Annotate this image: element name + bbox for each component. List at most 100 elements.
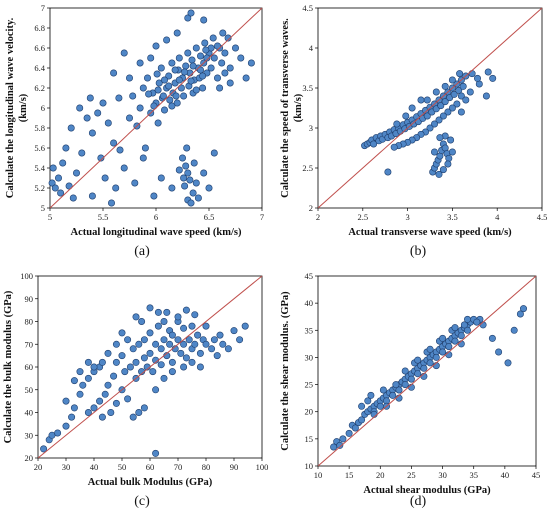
data-point [187,77,195,85]
data-point [129,345,137,353]
data-point [196,349,204,357]
data-point [358,402,366,410]
data-point [54,174,62,182]
data-point [90,363,98,371]
data-point [384,168,392,176]
data-point [463,326,471,334]
x-tick-label: 5 [48,212,52,222]
data-point [112,399,120,407]
data-point [88,129,96,137]
data-point [213,352,221,360]
data-point [448,76,456,84]
data-point [457,332,465,340]
data-point [168,358,176,366]
data-point [118,352,126,360]
data-point [351,424,359,432]
data-point [140,404,148,412]
data-point [99,99,107,107]
data-point [247,59,255,67]
y-tick-label: 3.5 [302,83,313,93]
data-point [439,334,447,342]
y-tick-label: 10 [305,461,314,471]
x-tick-label: 35 [469,470,478,480]
data-point [205,184,213,192]
data-point [157,361,165,369]
x-tick-label: 2 [316,212,320,222]
data-point [150,192,158,200]
data-point [154,322,162,330]
data-point [174,313,182,321]
data-point [62,144,70,152]
data-point [152,42,160,50]
data-point [180,363,188,371]
data-point [336,441,344,449]
data-point [459,82,467,90]
data-point [430,120,438,128]
data-point [209,34,217,42]
data-point [439,166,447,174]
data-point [73,169,81,177]
data-point [392,381,400,389]
data-point [112,358,120,366]
data-point [129,413,137,421]
data-point [214,74,222,82]
y-tick-label: 35 [305,325,314,335]
data-point [173,29,181,37]
data-point [98,358,106,366]
y-tick-label: 45 [305,271,314,281]
x-tick-label: 30 [62,462,71,472]
data-point [219,340,227,348]
data-point [339,435,347,443]
data-point [166,340,174,348]
data-point [182,354,190,362]
data-point [188,56,196,64]
data-point [488,334,496,342]
data-point [448,104,456,112]
data-point [132,313,140,321]
data-point [110,372,118,380]
x-tick-label: 40 [90,462,99,472]
y-tick-label: 40 [305,298,314,308]
data-point [97,154,105,162]
data-point [120,49,128,57]
data-point [118,329,126,337]
x-tick-label: 10 [314,470,323,480]
data-point [171,66,179,74]
data-point [221,69,229,77]
data-point [208,345,216,353]
data-point [69,194,77,202]
data-point [79,381,87,389]
data-point [157,64,165,72]
data-point [216,331,224,339]
data-point [177,84,185,92]
data-point [131,179,139,187]
y-tick-label: 5.4 [34,163,45,173]
data-point [48,179,56,187]
data-point [182,62,190,70]
data-point [462,96,470,104]
data-point [154,308,162,316]
data-point [182,306,190,314]
data-point [390,143,398,151]
data-point [70,404,78,412]
data-point [432,353,440,361]
x-tick-label: 60 [146,462,155,472]
chart-c: 20 30 40 50 60 70 80 90 100 20 30 40 50 60 70 80 90 100 Ac… [3,271,268,488]
data-point [453,100,461,108]
data-point [200,16,208,24]
data-point [192,44,200,52]
chart-b: 2 2.5 3 3.5 4 4.5 2 2.5 3 3.5 4 4.5 Actual transvers… [280,3,547,238]
data-point [194,194,202,202]
data-point [160,317,168,325]
data-point [175,54,183,62]
data-point [153,70,161,78]
data-point [187,199,195,207]
data-point [519,305,527,313]
data-point [138,317,146,325]
data-point [202,340,210,348]
y-tick-label: 4.5 [302,3,313,13]
y-tick-label: 50 [25,385,34,395]
data-point [84,358,92,366]
data-point [121,368,129,376]
chart-d: 10 15 20 25 30 35 40 45 10 15 20 25 30 35 40 45 Actual s… [280,271,540,496]
